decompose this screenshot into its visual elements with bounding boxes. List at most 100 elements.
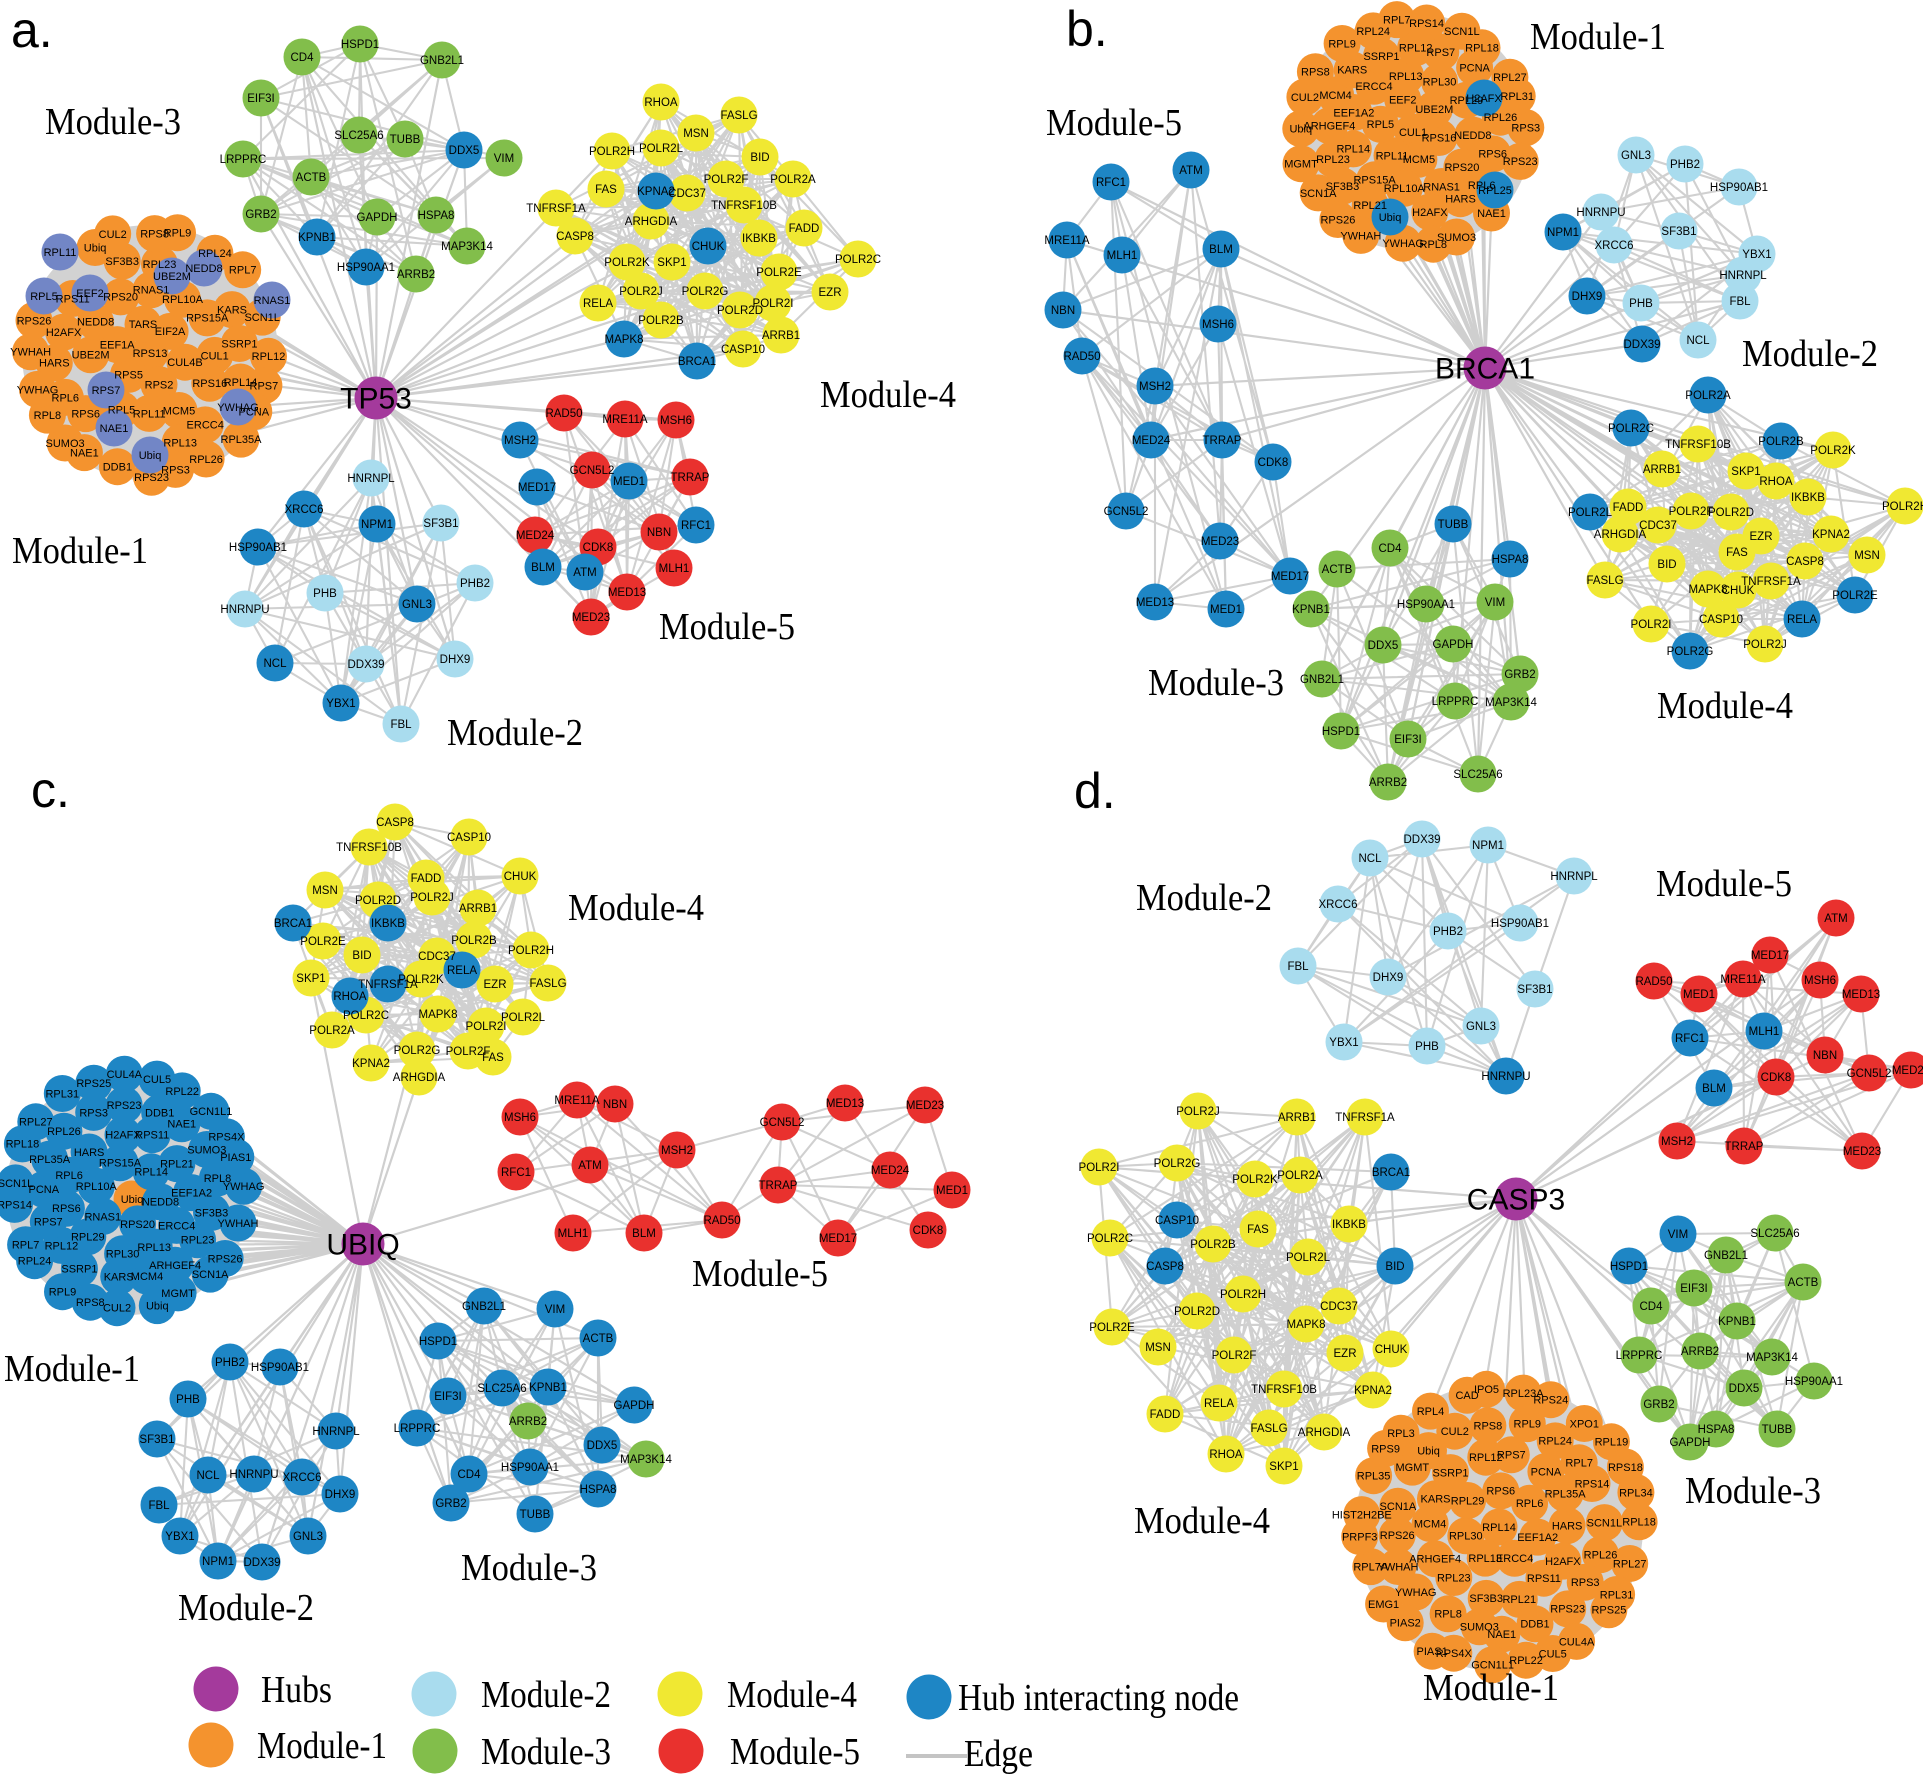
- svg-text:BRCA1: BRCA1: [1435, 353, 1535, 386]
- svg-text:FBL: FBL: [1729, 296, 1751, 308]
- svg-text:TNFRSF10B: TNFRSF10B: [1251, 1384, 1317, 1396]
- svg-text:MRE11A: MRE11A: [602, 414, 647, 426]
- svg-text:RPS24: RPS24: [1533, 1395, 1568, 1407]
- svg-text:MLH1: MLH1: [659, 563, 690, 575]
- svg-text:ARHGDIA: ARHGDIA: [1298, 1427, 1351, 1439]
- svg-text:RPL27: RPL27: [19, 1117, 53, 1129]
- svg-text:MRE11A: MRE11A: [1720, 974, 1765, 986]
- svg-text:NEDD8: NEDD8: [77, 317, 114, 329]
- svg-text:POLR2L: POLR2L: [1568, 507, 1613, 519]
- svg-text:ARRB2: ARRB2: [1681, 1346, 1719, 1358]
- svg-text:SKP1: SKP1: [296, 973, 325, 985]
- svg-text:YBX1: YBX1: [326, 698, 355, 710]
- svg-text:KARS: KARS: [1421, 1494, 1451, 1506]
- svg-text:SCN1L: SCN1L: [1444, 26, 1479, 38]
- svg-text:RPL5: RPL5: [108, 405, 136, 417]
- svg-text:POLR2F: POLR2F: [1669, 506, 1714, 518]
- svg-text:SF3B3: SF3B3: [105, 256, 139, 268]
- svg-text:POLR2D: POLR2D: [717, 305, 763, 317]
- svg-text:RPL13: RPL13: [163, 437, 197, 449]
- svg-text:POLR2D: POLR2D: [1708, 507, 1754, 519]
- svg-text:KPNB1: KPNB1: [1292, 604, 1330, 616]
- svg-text:GNL3: GNL3: [293, 1531, 323, 1543]
- svg-text:IKBKB: IKBKB: [1791, 492, 1825, 504]
- svg-text:MED17: MED17: [1751, 950, 1789, 962]
- svg-text:POLR2I: POLR2I: [1079, 1162, 1120, 1174]
- svg-text:MED13: MED13: [1136, 597, 1174, 609]
- svg-text:CUL2: CUL2: [1441, 1426, 1469, 1438]
- svg-text:BRCA1: BRCA1: [1372, 1167, 1410, 1179]
- svg-text:PHB2: PHB2: [1670, 159, 1700, 171]
- svg-text:RPL34: RPL34: [1619, 1487, 1653, 1499]
- svg-text:ERCC4: ERCC4: [187, 420, 224, 432]
- svg-text:Module-1: Module-1: [12, 530, 148, 572]
- svg-text:PCNA: PCNA: [1459, 63, 1490, 75]
- svg-text:NPM1: NPM1: [361, 519, 393, 531]
- svg-text:CASP10: CASP10: [721, 344, 765, 356]
- svg-text:FASLG: FASLG: [1250, 1423, 1287, 1435]
- svg-text:DDB1: DDB1: [1520, 1619, 1549, 1631]
- svg-text:RPL30: RPL30: [106, 1249, 140, 1261]
- svg-text:KPNB1: KPNB1: [1718, 1316, 1756, 1328]
- svg-text:RPS8: RPS8: [1474, 1421, 1503, 1433]
- svg-text:SLC25A6: SLC25A6: [1453, 769, 1502, 781]
- svg-text:HARS: HARS: [1552, 1520, 1583, 1532]
- svg-text:SCN1A: SCN1A: [192, 1269, 229, 1281]
- svg-text:MSH6: MSH6: [504, 1112, 536, 1124]
- svg-text:LRPPRC: LRPPRC: [1616, 1350, 1663, 1362]
- svg-text:RPS23: RPS23: [1503, 156, 1538, 168]
- svg-text:POLR2C: POLR2C: [1608, 423, 1654, 435]
- svg-text:DDB1: DDB1: [103, 462, 132, 474]
- svg-text:FADD: FADD: [1150, 1409, 1181, 1421]
- svg-text:DDX5: DDX5: [449, 145, 480, 157]
- svg-text:HNRNPL: HNRNPL: [1719, 270, 1767, 282]
- svg-text:a.: a.: [11, 2, 53, 58]
- svg-text:MED1: MED1: [613, 476, 645, 488]
- svg-text:ARRB2: ARRB2: [397, 269, 435, 281]
- svg-text:RPL23: RPL23: [181, 1235, 215, 1247]
- svg-text:RPL7: RPL7: [12, 1240, 40, 1252]
- svg-text:DDX39: DDX39: [243, 1557, 280, 1569]
- svg-text:SSRP1: SSRP1: [1432, 1467, 1468, 1479]
- svg-text:CD4: CD4: [1378, 543, 1402, 555]
- svg-text:CUL2: CUL2: [99, 229, 127, 241]
- svg-text:RHOA: RHOA: [333, 991, 367, 1003]
- svg-text:RELA: RELA: [583, 298, 613, 310]
- svg-text:RELA: RELA: [1204, 1398, 1234, 1410]
- svg-text:SCN1L: SCN1L: [1587, 1518, 1622, 1530]
- svg-text:HSP90AB1: HSP90AB1: [1710, 182, 1768, 194]
- svg-text:GNB2L1: GNB2L1: [462, 1301, 506, 1313]
- svg-text:RPL24: RPL24: [198, 248, 232, 260]
- svg-text:RPL6: RPL6: [1516, 1498, 1544, 1510]
- svg-text:MSH2: MSH2: [1661, 1136, 1693, 1148]
- svg-text:ARHGDIA: ARHGDIA: [393, 1072, 446, 1084]
- svg-text:POLR2J: POLR2J: [1743, 639, 1786, 651]
- svg-text:FADD: FADD: [1613, 502, 1644, 514]
- svg-text:GCN5L2: GCN5L2: [760, 1117, 805, 1129]
- svg-text:MLH1: MLH1: [1107, 250, 1138, 262]
- svg-text:SUMO3: SUMO3: [46, 438, 85, 450]
- svg-text:VIM: VIM: [1668, 1229, 1688, 1241]
- svg-text:Ubiq: Ubiq: [121, 1194, 144, 1206]
- svg-text:KPNA2: KPNA2: [1812, 529, 1850, 541]
- svg-text:RPL9: RPL9: [164, 228, 192, 240]
- svg-text:MED1: MED1: [936, 1185, 968, 1197]
- svg-text:Module-4: Module-4: [1657, 685, 1793, 727]
- svg-text:Module-1: Module-1: [257, 1725, 387, 1767]
- svg-text:ACTB: ACTB: [583, 1333, 614, 1345]
- svg-text:RPL22: RPL22: [165, 1086, 199, 1098]
- svg-text:BLM: BLM: [531, 562, 555, 574]
- svg-text:HARS: HARS: [1445, 194, 1476, 206]
- svg-text:RPL25: RPL25: [1478, 185, 1512, 197]
- svg-text:RPS7: RPS7: [92, 385, 121, 397]
- svg-text:HSPD1: HSPD1: [1610, 1261, 1648, 1273]
- svg-text:ATM: ATM: [578, 1160, 601, 1172]
- svg-text:GNL3: GNL3: [1621, 150, 1651, 162]
- svg-text:RPS23: RPS23: [107, 1100, 142, 1112]
- svg-text:RPS3: RPS3: [1511, 122, 1540, 134]
- svg-text:TRRAP: TRRAP: [759, 1180, 798, 1192]
- svg-text:VIM: VIM: [545, 1304, 565, 1316]
- svg-text:YWHAG: YWHAG: [1395, 1587, 1437, 1599]
- svg-text:ARHGDIA: ARHGDIA: [625, 216, 678, 228]
- svg-text:EIF3I: EIF3I: [247, 93, 274, 105]
